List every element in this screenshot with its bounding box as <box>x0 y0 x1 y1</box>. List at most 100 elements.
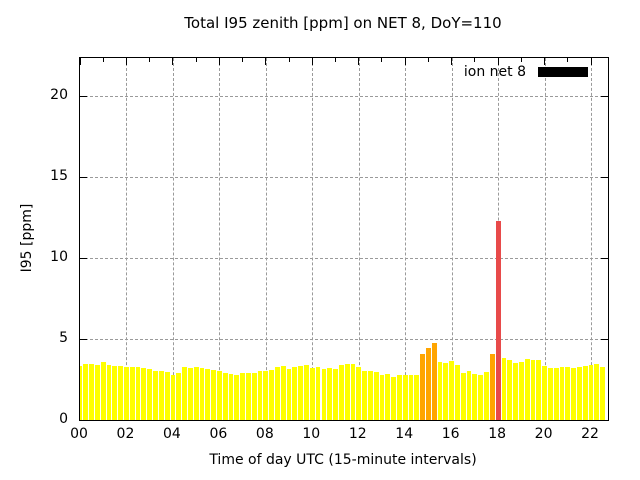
bar-21:15 <box>571 368 577 420</box>
x-minor-tick-top <box>195 58 197 62</box>
bar-02:45 <box>141 368 147 420</box>
bar-16:45 <box>466 371 472 420</box>
bar-18:00 <box>495 220 501 420</box>
bar-21:45 <box>582 365 588 420</box>
bar-17:30 <box>484 372 489 420</box>
bar-00:00 <box>80 365 83 420</box>
y-gridline <box>80 258 608 260</box>
bar-11:15 <box>338 364 344 420</box>
bar-05:00 <box>193 367 199 420</box>
x-tick-top <box>451 58 453 65</box>
bar-07:15 <box>246 373 251 420</box>
y-tick-label: 15 <box>50 168 68 185</box>
bar-08:00 <box>263 370 269 420</box>
y-tick-left <box>80 176 87 178</box>
x-tick-top <box>497 58 499 65</box>
bar-13:15 <box>385 373 391 420</box>
x-minor-tick-top <box>102 58 104 62</box>
x-tick-label: 14 <box>395 426 414 442</box>
x-tick-top <box>590 58 592 65</box>
bar-21:00 <box>565 366 571 420</box>
x-tick-label: 18 <box>488 426 507 442</box>
bar-07:45 <box>257 371 263 420</box>
x-tick-top <box>544 58 546 65</box>
bar-19:45 <box>536 360 542 420</box>
x-axis-title: Time of day UTC (15-minute intervals) <box>209 452 477 468</box>
x-tick-top <box>80 58 81 65</box>
bar-14:00 <box>402 374 408 420</box>
y-tick-right <box>601 338 608 340</box>
bar-09:15 <box>292 366 298 420</box>
bar-02:30 <box>135 366 141 420</box>
x-minor-tick-top <box>149 58 151 62</box>
x-tick-label: 20 <box>534 426 553 442</box>
bar-08:15 <box>269 369 275 420</box>
x-gridline <box>126 58 128 420</box>
y-gridline <box>80 177 608 179</box>
bar-09:45 <box>304 364 309 420</box>
x-gridline <box>591 58 593 420</box>
bar-20:15 <box>547 368 553 420</box>
x-minor-tick-top <box>474 58 476 62</box>
bar-12:45 <box>373 372 379 420</box>
bar-01:15 <box>106 364 112 420</box>
bar-04:00 <box>170 374 176 420</box>
y-tick-right <box>601 95 608 97</box>
bar-04:45 <box>187 368 193 420</box>
bar-18:30 <box>507 360 513 420</box>
bar-17:15 <box>478 375 484 420</box>
bar-10:00 <box>309 368 315 420</box>
x-tick-top <box>311 58 313 65</box>
bar-11:00 <box>333 368 338 420</box>
bar-09:30 <box>298 365 304 420</box>
bar-07:30 <box>251 373 257 420</box>
bar-01:45 <box>118 365 124 420</box>
bar-01:00 <box>100 361 106 420</box>
x-minor-tick-top <box>242 58 244 62</box>
bar-03:15 <box>153 370 158 420</box>
x-tick-label: 22 <box>581 426 599 442</box>
plot-area: ion net 8 <box>79 57 609 421</box>
y-tick-label: 20 <box>50 87 68 104</box>
bar-08:30 <box>275 366 280 420</box>
y-gridline <box>80 96 608 98</box>
x-tick-top <box>125 58 127 65</box>
bar-16:00 <box>449 360 455 420</box>
bar-21:30 <box>577 366 582 420</box>
x-tick-label: 04 <box>162 426 181 442</box>
x-gridline <box>451 58 453 420</box>
bar-03:00 <box>147 368 153 420</box>
bar-18:15 <box>501 357 507 420</box>
bar-19:30 <box>530 360 536 420</box>
bar-14:15 <box>408 374 414 420</box>
bar-17:00 <box>472 373 478 420</box>
bar-12:00 <box>356 367 362 420</box>
x-gridline <box>265 58 267 420</box>
bar-05:30 <box>205 368 211 420</box>
bar-20:45 <box>559 367 565 420</box>
x-gridline <box>172 58 174 420</box>
chart-title: Total I95 zenith [ppm] on NET 8, DoY=110 <box>184 14 502 32</box>
x-tick-top <box>172 58 174 65</box>
bar-04:15 <box>176 373 182 420</box>
bar-11:45 <box>350 364 356 420</box>
bar-22:00 <box>588 364 594 420</box>
x-gridline <box>544 58 546 420</box>
x-tick-label: 16 <box>441 426 460 442</box>
bar-16:15 <box>455 364 460 420</box>
bar-15:45 <box>443 363 449 420</box>
bar-06:30 <box>228 373 234 420</box>
x-gridline <box>405 58 407 420</box>
bar-10:15 <box>315 367 321 420</box>
y-tick-right <box>601 176 608 178</box>
bar-14:30 <box>414 374 420 420</box>
x-tick-top <box>404 58 406 65</box>
bar-15:15 <box>431 343 437 420</box>
bar-10:30 <box>321 368 327 420</box>
bar-13:45 <box>397 374 402 420</box>
bar-00:45 <box>95 364 100 420</box>
bar-06:00 <box>216 371 222 420</box>
x-tick-label: 00 <box>70 426 88 442</box>
bar-13:30 <box>391 377 396 420</box>
bar-02:00 <box>124 366 129 420</box>
